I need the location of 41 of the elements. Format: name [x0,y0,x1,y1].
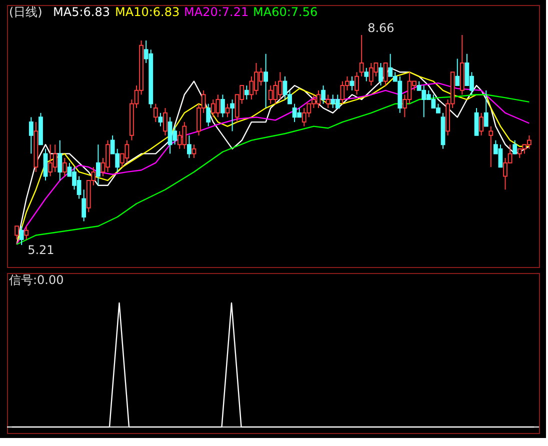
annotation: 8.66 [368,21,394,35]
candlestick [28,116,34,154]
candlestick [484,90,488,127]
candlestick [58,140,62,181]
candlestick [364,67,369,82]
candlestick [359,34,364,77]
candlestick [354,72,360,96]
candlestick [512,140,518,154]
annotation: 5.21 [28,243,54,257]
candlestick [158,112,163,127]
candlestick [96,144,100,186]
candlestick [24,226,29,240]
chart-title: 信号:0.00 [9,273,64,287]
candlestick [479,112,484,136]
candlestick [206,103,211,127]
candlestick [321,85,326,104]
candlestick [153,103,158,123]
candlestick [62,157,67,177]
chart-title: (日线) [9,5,42,19]
candlestick [14,226,19,240]
candlestick [82,189,86,222]
candlestick [230,99,234,132]
candlestick [220,94,225,118]
candlestick [163,108,168,136]
text: MA60:7.56 [253,5,318,19]
text: MA5:6.83 [53,5,110,19]
candlestick [19,226,24,246]
candlestick [474,108,479,136]
text: MA20:7.21 [184,5,249,19]
candlestick [225,103,230,118]
candlestick [326,94,330,109]
candlestick [186,134,192,158]
candlestick [244,85,249,100]
candlestick [455,58,460,86]
candlestick [43,148,48,181]
candlestick [383,62,388,86]
text: MA10:6.83 [115,5,180,19]
candlestick [350,76,354,91]
candlestick [264,53,268,109]
candlestick [488,126,494,168]
candlestick [378,62,383,86]
